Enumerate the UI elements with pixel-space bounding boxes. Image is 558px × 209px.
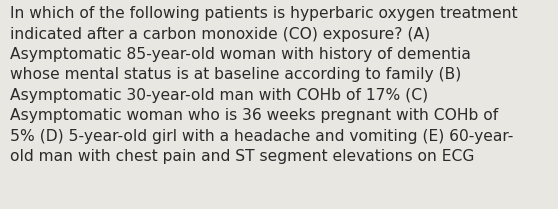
Text: In which of the following patients is hyperbaric oxygen treatment
indicated afte: In which of the following patients is hy… xyxy=(10,6,518,164)
